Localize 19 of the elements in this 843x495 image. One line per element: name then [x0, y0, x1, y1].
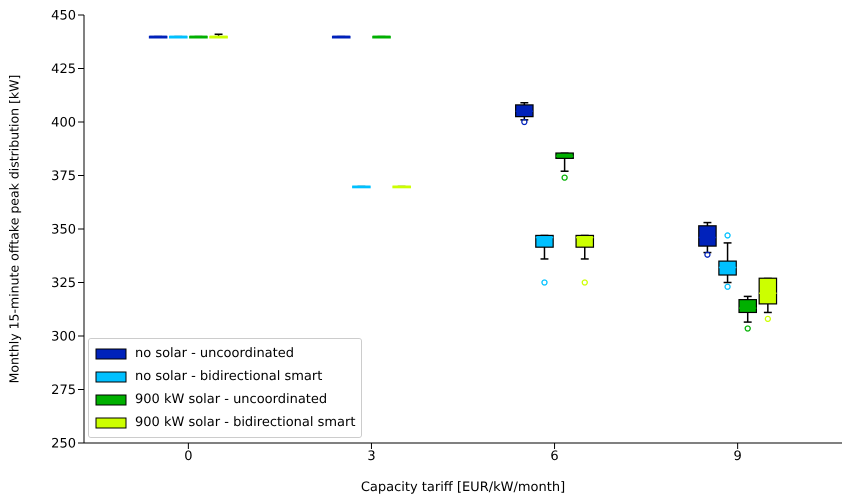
- y-axis-title: Monthly 15-minute offtake peak distribution [kW]: [6, 74, 22, 384]
- legend-label: no solar - bidirectional smart: [135, 369, 322, 384]
- y-tick-label: 250: [51, 436, 76, 452]
- x-tick-label: 3: [367, 449, 376, 464]
- y-tick-label: 325: [51, 276, 76, 292]
- x-tick-label: 6: [550, 449, 559, 464]
- x-axis-title: Capacity tariff [EUR/kW/month]: [360, 480, 566, 495]
- legend-label: 900 kW solar - bidirectional smart: [135, 415, 356, 430]
- x-tick-label: 0: [184, 449, 193, 464]
- y-tick-label: 425: [51, 62, 76, 78]
- x-tick-label: 9: [733, 449, 742, 464]
- y-tick-label: 350: [51, 222, 76, 238]
- y-tick-label: 275: [51, 383, 76, 398]
- y-tick-label: 400: [51, 116, 76, 131]
- y-tick-label: 375: [51, 169, 76, 184]
- y-tick-label: 300: [51, 330, 76, 345]
- legend-label: 900 kW solar - uncoordinated: [135, 392, 328, 407]
- legend-label: no solar - uncoordinated: [135, 346, 294, 361]
- y-tick-label: 450: [51, 8, 76, 24]
